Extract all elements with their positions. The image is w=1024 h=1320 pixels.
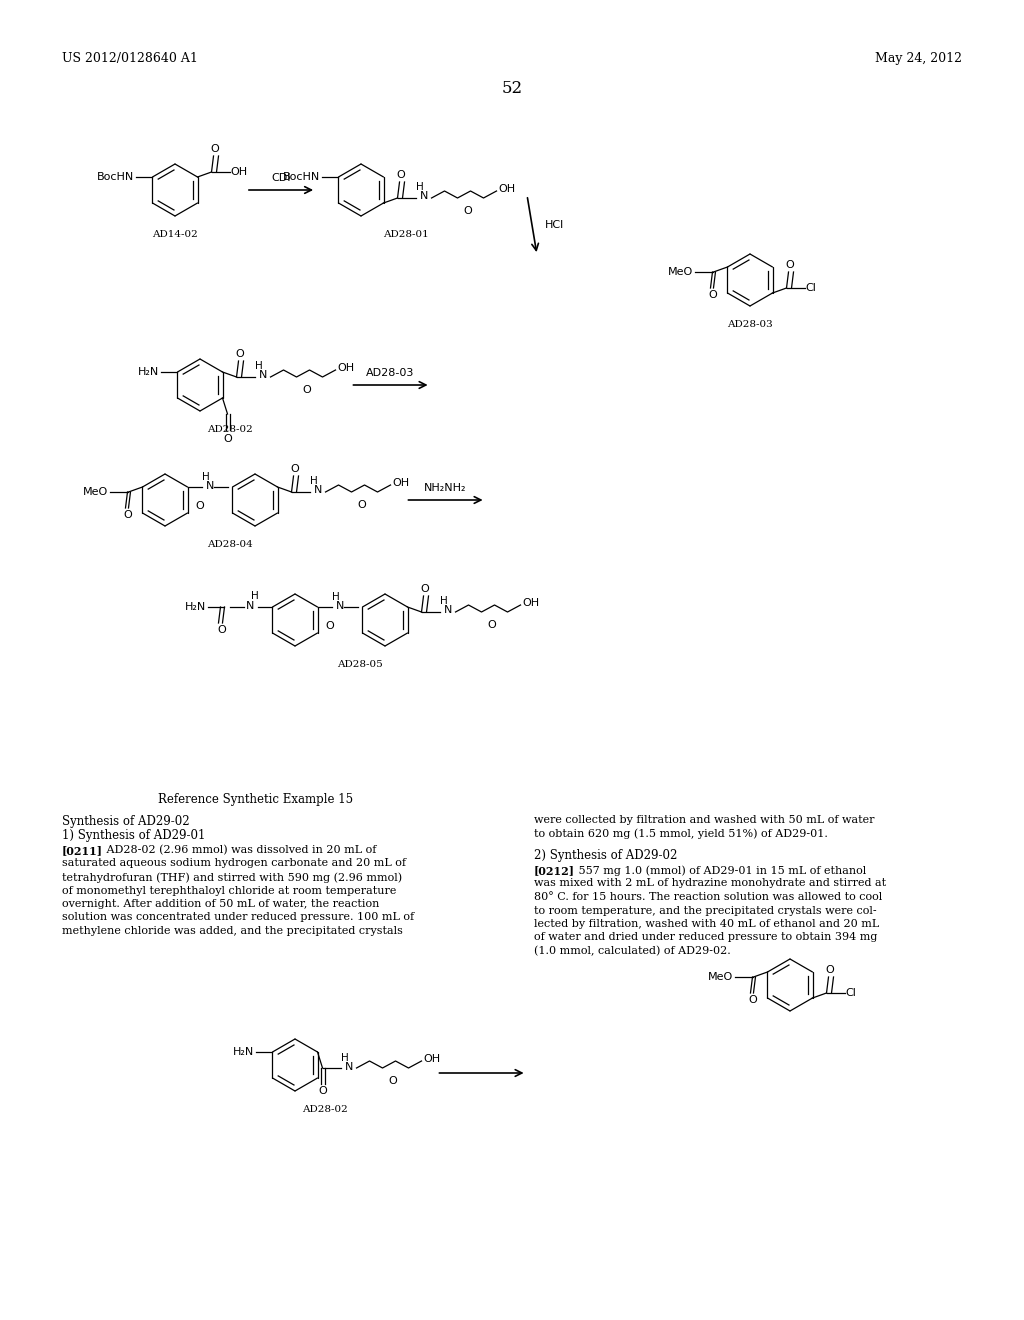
Text: HCl: HCl bbox=[545, 220, 564, 230]
Text: MeO: MeO bbox=[709, 972, 733, 982]
Text: OH: OH bbox=[338, 363, 354, 374]
Text: NH₂NH₂: NH₂NH₂ bbox=[424, 483, 467, 492]
Text: 52: 52 bbox=[502, 81, 522, 96]
Text: 80° C. for 15 hours. The reaction solution was allowed to cool: 80° C. for 15 hours. The reaction soluti… bbox=[534, 892, 883, 902]
Text: O: O bbox=[709, 290, 717, 300]
Text: N: N bbox=[313, 484, 322, 495]
Text: H: H bbox=[251, 591, 258, 601]
Text: (1.0 mmol, calculated) of AD29-02.: (1.0 mmol, calculated) of AD29-02. bbox=[534, 946, 731, 957]
Text: O: O bbox=[302, 385, 311, 395]
Text: OH: OH bbox=[522, 598, 540, 609]
Text: O: O bbox=[236, 348, 244, 359]
Text: to room temperature, and the precipitated crystals were col-: to room temperature, and the precipitate… bbox=[534, 906, 877, 916]
Text: O: O bbox=[749, 995, 757, 1005]
Text: O: O bbox=[326, 620, 334, 631]
Text: O: O bbox=[217, 624, 226, 635]
Text: lected by filtration, washed with 40 mL of ethanol and 20 mL: lected by filtration, washed with 40 mL … bbox=[534, 919, 880, 929]
Text: H₂N: H₂N bbox=[233, 1047, 255, 1057]
Text: was mixed with 2 mL of hydrazine monohydrate and stirred at: was mixed with 2 mL of hydrazine monohyd… bbox=[534, 879, 886, 888]
Text: O: O bbox=[357, 500, 366, 510]
Text: H: H bbox=[416, 182, 423, 191]
Text: AD28-02: AD28-02 bbox=[207, 425, 253, 434]
Text: Cl: Cl bbox=[806, 282, 816, 293]
Text: [0212]: [0212] bbox=[534, 865, 575, 876]
Text: H: H bbox=[202, 473, 209, 482]
Text: H: H bbox=[341, 1053, 348, 1063]
Text: were collected by filtration and washed with 50 mL of water: were collected by filtration and washed … bbox=[534, 814, 874, 825]
Text: H₂N: H₂N bbox=[185, 602, 207, 612]
Text: O: O bbox=[487, 620, 496, 630]
Text: O: O bbox=[463, 206, 472, 216]
Text: Reference Synthetic Example 15: Reference Synthetic Example 15 bbox=[159, 793, 353, 807]
Text: O: O bbox=[223, 434, 231, 444]
Text: N: N bbox=[258, 370, 267, 380]
Text: O: O bbox=[123, 510, 132, 520]
Text: H: H bbox=[309, 477, 317, 486]
Text: AD28-03: AD28-03 bbox=[727, 319, 773, 329]
Text: O: O bbox=[825, 965, 834, 975]
Text: methylene chloride was added, and the precipitated crystals: methylene chloride was added, and the pr… bbox=[62, 927, 402, 936]
Text: 1) Synthesis of AD29-01: 1) Synthesis of AD29-01 bbox=[62, 829, 206, 842]
Text: AD28-05: AD28-05 bbox=[337, 660, 383, 669]
Text: O: O bbox=[318, 1086, 327, 1096]
Text: O: O bbox=[196, 502, 204, 511]
Text: AD28-02: AD28-02 bbox=[302, 1105, 348, 1114]
Text: saturated aqueous sodium hydrogen carbonate and 20 mL of: saturated aqueous sodium hydrogen carbon… bbox=[62, 858, 406, 869]
Text: Synthesis of AD29-02: Synthesis of AD29-02 bbox=[62, 814, 189, 828]
Text: solution was concentrated under reduced pressure. 100 mL of: solution was concentrated under reduced … bbox=[62, 912, 414, 923]
Text: H₂N: H₂N bbox=[138, 367, 160, 378]
Text: MeO: MeO bbox=[83, 487, 109, 498]
Text: 557 mg 1.0 (mmol) of AD29-01 in 15 mL of ethanol: 557 mg 1.0 (mmol) of AD29-01 in 15 mL of… bbox=[568, 865, 866, 875]
Text: H: H bbox=[332, 591, 339, 602]
Text: May 24, 2012: May 24, 2012 bbox=[874, 51, 962, 65]
Text: OH: OH bbox=[424, 1053, 440, 1064]
Text: N: N bbox=[336, 601, 344, 611]
Text: overnight. After addition of 50 mL of water, the reaction: overnight. After addition of 50 mL of wa… bbox=[62, 899, 379, 909]
Text: BocHN: BocHN bbox=[97, 172, 134, 182]
Text: US 2012/0128640 A1: US 2012/0128640 A1 bbox=[62, 51, 198, 65]
Text: N: N bbox=[246, 601, 255, 611]
Text: of monomethyl terephthaloyl chloride at room temperature: of monomethyl terephthaloyl chloride at … bbox=[62, 886, 396, 895]
Text: O: O bbox=[388, 1076, 397, 1086]
Text: of water and dried under reduced pressure to obtain 394 mg: of water and dried under reduced pressur… bbox=[534, 932, 878, 942]
Text: [0211]: [0211] bbox=[62, 845, 103, 855]
Text: 2) Synthesis of AD29-02: 2) Synthesis of AD29-02 bbox=[534, 849, 677, 862]
Text: O: O bbox=[396, 170, 404, 180]
Text: MeO: MeO bbox=[669, 267, 693, 277]
Text: O: O bbox=[785, 260, 794, 271]
Text: O: O bbox=[210, 144, 219, 154]
Text: AD14-02: AD14-02 bbox=[153, 230, 198, 239]
Text: AD28-04: AD28-04 bbox=[207, 540, 253, 549]
Text: H: H bbox=[439, 597, 447, 606]
Text: to obtain 620 mg (1.5 mmol, yield 51%) of AD29-01.: to obtain 620 mg (1.5 mmol, yield 51%) o… bbox=[534, 829, 827, 840]
Text: O: O bbox=[290, 465, 299, 474]
Text: N: N bbox=[344, 1063, 353, 1072]
Text: CDI: CDI bbox=[271, 173, 291, 183]
Text: OH: OH bbox=[230, 168, 248, 177]
Text: AD28-03: AD28-03 bbox=[367, 368, 415, 378]
Text: AD28-02 (2.96 mmol) was dissolved in 20 mL of: AD28-02 (2.96 mmol) was dissolved in 20 … bbox=[96, 845, 377, 855]
Text: N: N bbox=[206, 480, 214, 491]
Text: tetrahydrofuran (THF) and stirred with 590 mg (2.96 mmol): tetrahydrofuran (THF) and stirred with 5… bbox=[62, 873, 402, 883]
Text: N: N bbox=[443, 605, 452, 615]
Text: OH: OH bbox=[499, 183, 516, 194]
Text: H: H bbox=[255, 360, 262, 371]
Text: AD28-01: AD28-01 bbox=[383, 230, 429, 239]
Text: BocHN: BocHN bbox=[284, 172, 321, 182]
Text: Cl: Cl bbox=[846, 987, 856, 998]
Text: O: O bbox=[420, 583, 429, 594]
Text: N: N bbox=[420, 191, 428, 201]
Text: OH: OH bbox=[392, 478, 410, 488]
